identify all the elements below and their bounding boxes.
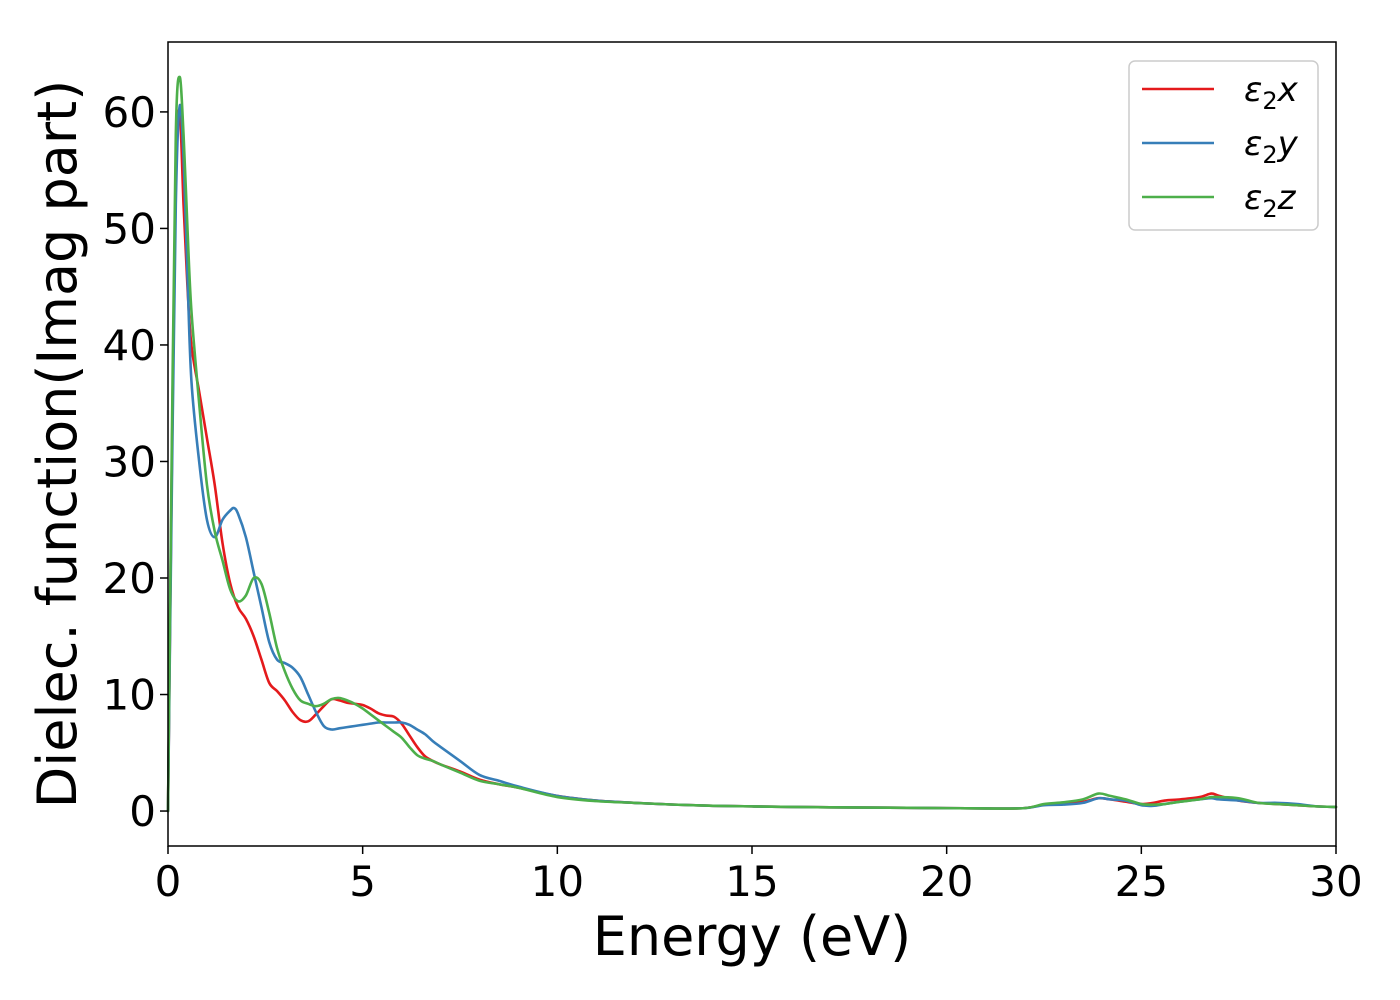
y-tick-label: 10 [103, 671, 156, 720]
x-tick-label: 10 [531, 857, 584, 906]
y-tick-label: 50 [103, 204, 156, 253]
series-layer [166, 75, 1338, 813]
y-axis-ticks: 0 10 20 30 40 50 60 [103, 88, 168, 836]
x-tick-label: 0 [155, 857, 182, 906]
x-axis-ticks: 0 5 10 15 20 25 30 [155, 846, 1363, 906]
series-line-z [166, 75, 1338, 813]
x-tick-label: 5 [349, 857, 376, 906]
legend-label-x: ε2x [1244, 70, 1299, 115]
y-tick-label: 20 [103, 554, 156, 603]
y-tick-label: 40 [103, 321, 156, 370]
y-tick-label: 30 [103, 437, 156, 486]
legend-label-y: ε2y [1244, 124, 1299, 169]
x-tick-label: 20 [920, 857, 973, 906]
y-tick-label: 60 [103, 88, 156, 137]
x-axis-label: Energy (eV) [593, 905, 912, 968]
legend-box [1128, 60, 1319, 231]
x-tick-label: 15 [725, 857, 778, 906]
legend-label-z: ε2z [1244, 178, 1297, 223]
y-axis-label: Dielec. function(Imag part) [26, 80, 89, 809]
x-tick-label: 30 [1309, 857, 1362, 906]
legend: ε2x ε2y ε2z [1128, 60, 1319, 231]
y-tick-label: 0 [129, 787, 156, 836]
x-tick-label: 25 [1115, 857, 1168, 906]
